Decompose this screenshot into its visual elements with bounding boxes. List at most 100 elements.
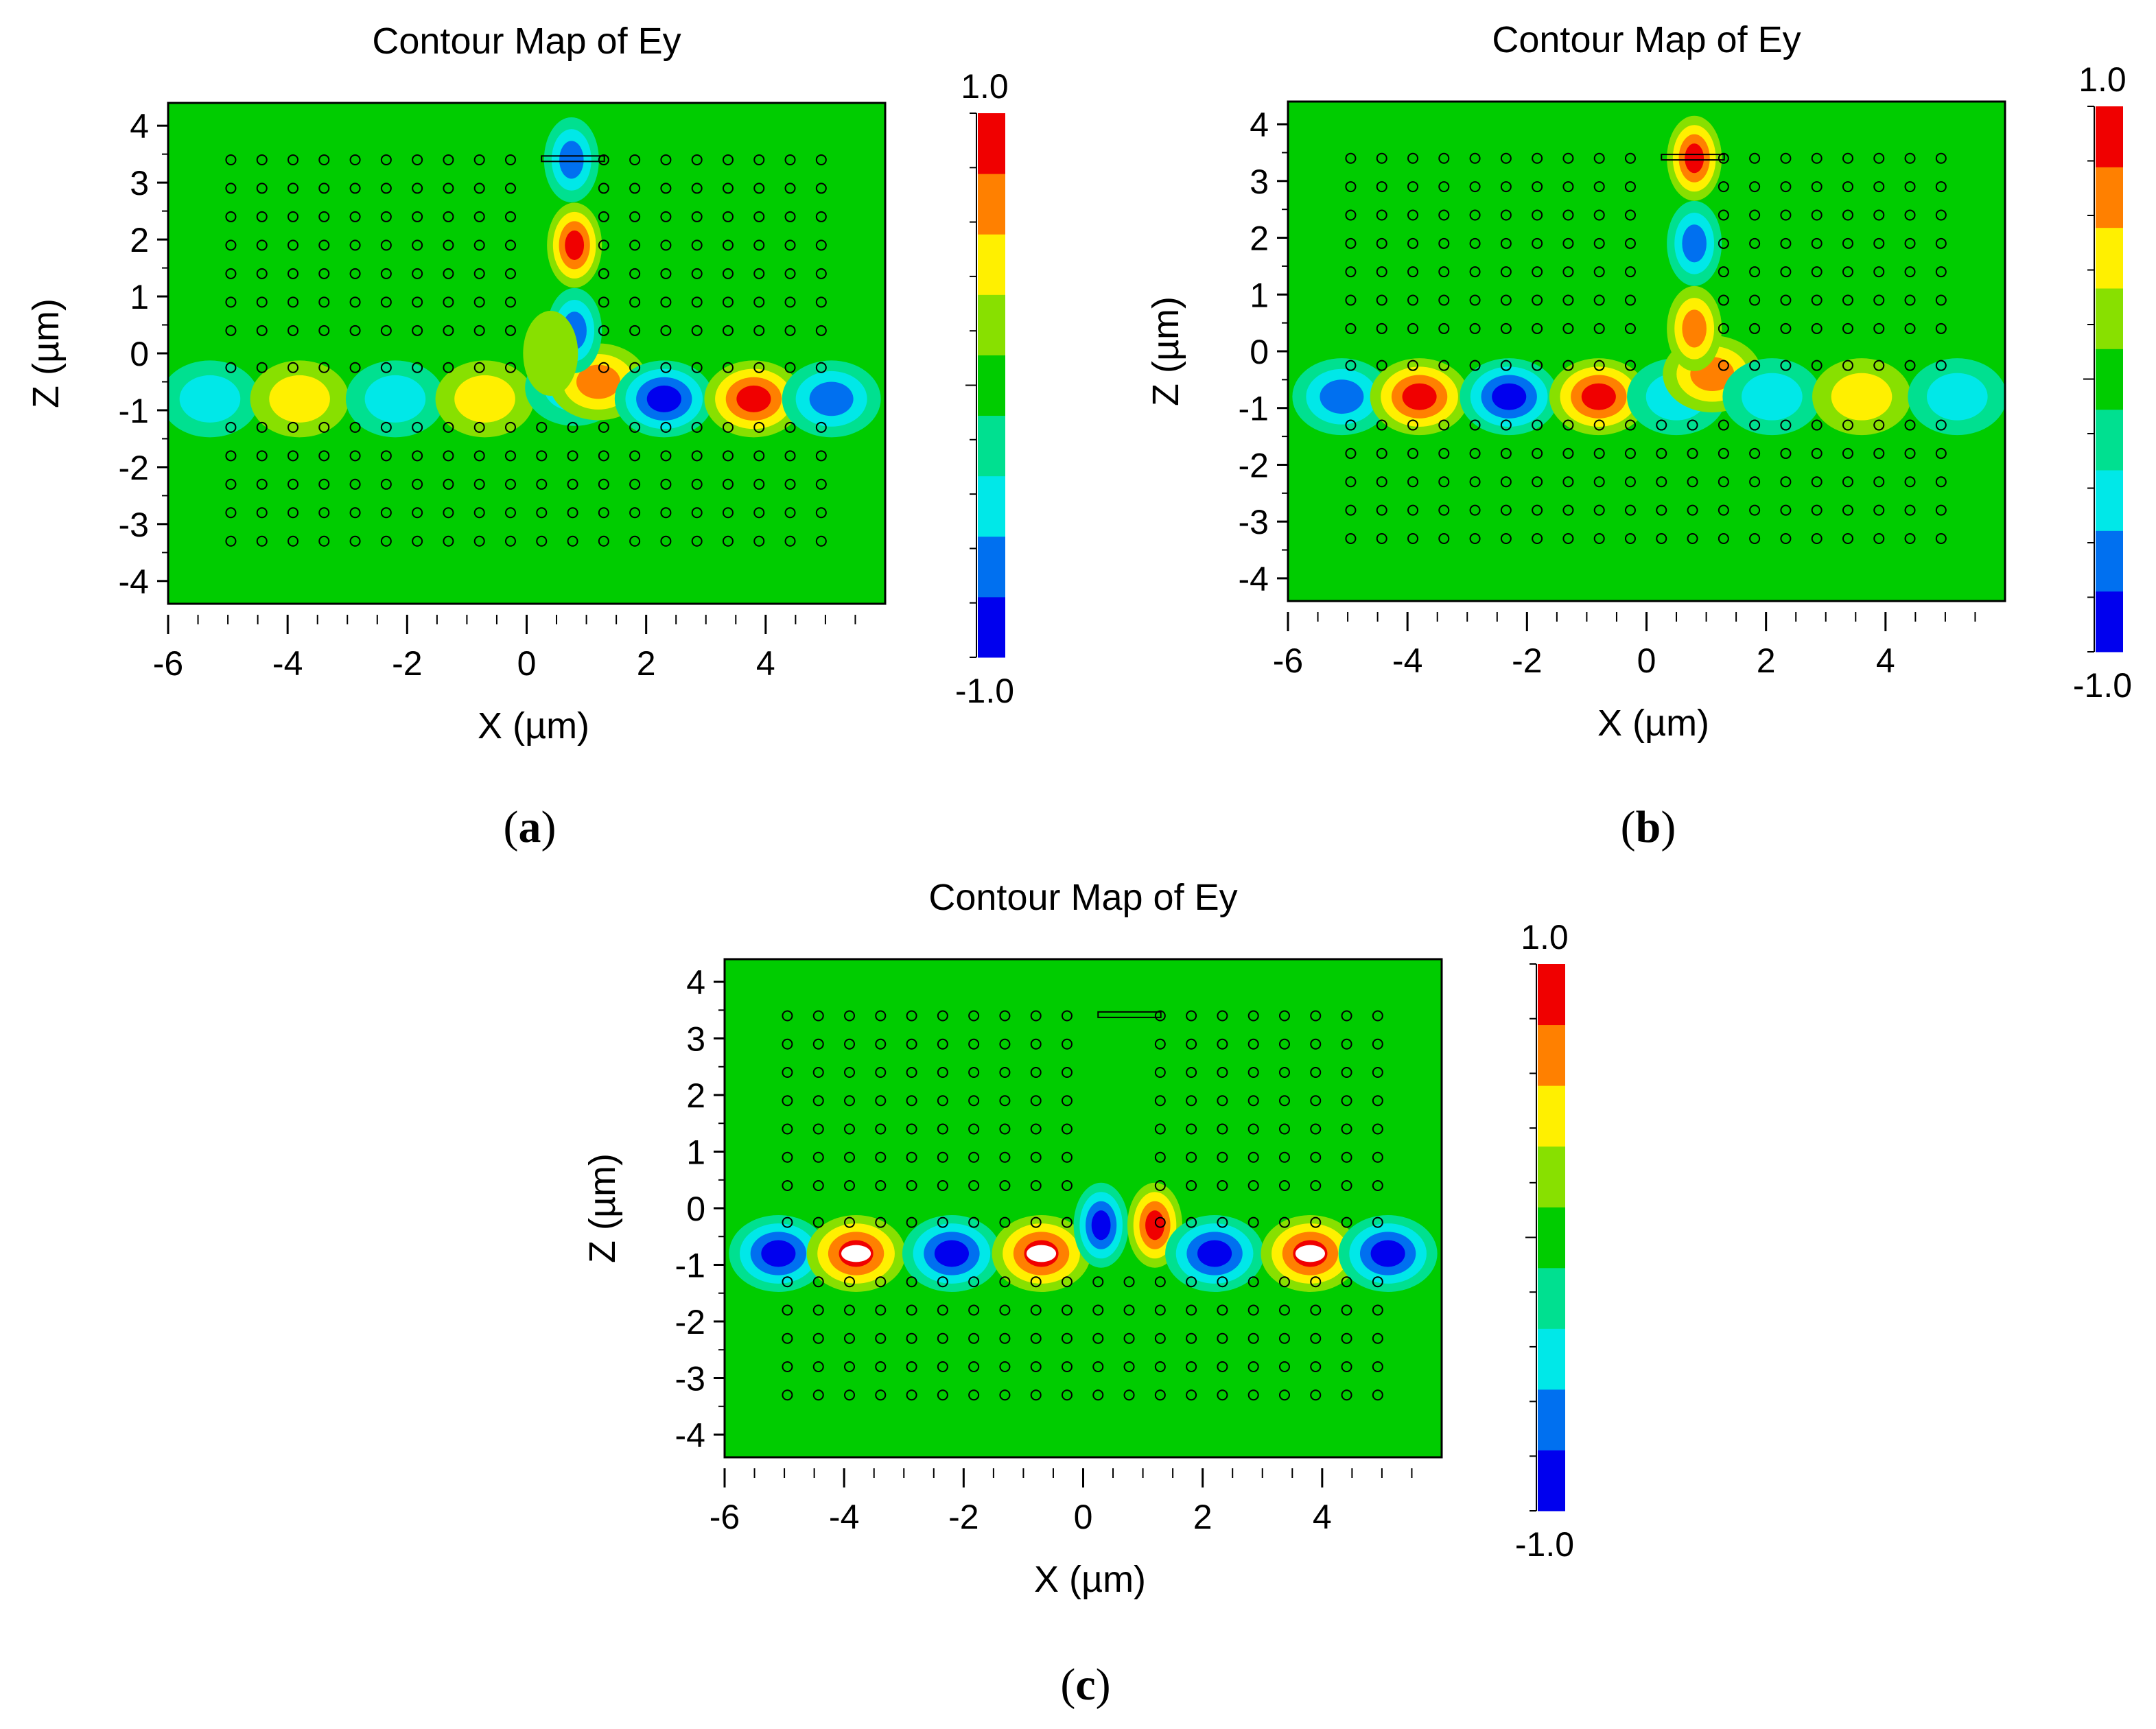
lattice-rod xyxy=(1469,504,1481,516)
lattice-rod xyxy=(473,507,485,519)
lattice-rod xyxy=(722,211,734,222)
colorbar-min-label: -1.0 xyxy=(1515,1525,1574,1564)
lattice-rod xyxy=(815,239,827,251)
lattice-rod xyxy=(1935,533,1947,544)
lattice-rod xyxy=(1469,533,1481,544)
lattice-rod xyxy=(1123,1276,1135,1288)
field-spot xyxy=(179,375,241,423)
lattice-rod xyxy=(1842,504,1853,516)
lattice-rod xyxy=(349,325,361,336)
lattice-rod xyxy=(1873,322,1885,334)
lattice-rod xyxy=(753,296,765,308)
lattice-rod xyxy=(1372,1095,1383,1107)
lattice-rod xyxy=(1811,476,1823,488)
lattice-rod xyxy=(1780,476,1792,488)
lattice-rod xyxy=(875,1067,887,1078)
lattice-rod xyxy=(968,1361,980,1372)
lattice-rod xyxy=(1438,360,1450,371)
lattice-rod xyxy=(1278,1276,1290,1288)
lattice-rod xyxy=(1030,1216,1042,1228)
lattice-rod xyxy=(999,1010,1011,1022)
coupler-bar xyxy=(1097,1011,1162,1018)
lattice-rod xyxy=(1780,533,1792,544)
lattice-rod xyxy=(1310,1038,1322,1050)
lattice-rod xyxy=(1438,447,1450,459)
lattice-rod xyxy=(1061,1095,1073,1107)
lattice-rod xyxy=(629,325,641,336)
y-tick-label: -1 xyxy=(675,1247,705,1285)
colorbar-level xyxy=(2096,349,2123,410)
lattice-rod xyxy=(1904,294,1916,306)
field-spot xyxy=(454,375,515,423)
lattice-rod xyxy=(1500,504,1512,516)
lattice-rod xyxy=(504,535,516,547)
lattice-rod xyxy=(1217,1389,1228,1401)
x-tick-label: -2 xyxy=(1512,642,1542,680)
lattice-rod xyxy=(1278,1216,1290,1228)
lattice-rod xyxy=(782,1123,793,1135)
coupler-bar xyxy=(1661,154,1725,161)
y-tick-label: -1 xyxy=(119,392,149,430)
lattice-rod xyxy=(1376,237,1387,249)
x-tick-label: -6 xyxy=(710,1498,740,1536)
lattice-rod xyxy=(1154,1095,1166,1107)
lattice-rod xyxy=(784,478,796,490)
y-axis-label: Z (µm) xyxy=(582,1153,623,1263)
lattice-rod xyxy=(629,296,641,308)
colorbar-max-label: 1.0 xyxy=(2078,60,2126,99)
lattice-rod xyxy=(968,1123,980,1135)
lattice-rod xyxy=(1186,1332,1197,1344)
lattice-rod xyxy=(906,1389,917,1401)
y-tick-label: 1 xyxy=(1250,276,1269,314)
lattice-rod xyxy=(256,239,268,251)
lattice-rod xyxy=(1562,533,1574,544)
lattice-rod xyxy=(1593,152,1605,164)
lattice-rod xyxy=(1842,360,1853,371)
y-tick-label: 3 xyxy=(686,1020,705,1059)
lattice-rod xyxy=(812,1095,824,1107)
lattice-rod xyxy=(1500,322,1512,334)
lattice-rod xyxy=(1718,266,1729,278)
lattice-rod xyxy=(812,1151,824,1163)
lattice-rod xyxy=(1341,1332,1352,1344)
lattice-rod xyxy=(225,362,237,373)
lattice-rod xyxy=(815,478,827,490)
lattice-rod xyxy=(753,239,765,251)
lattice-rod xyxy=(1935,447,1947,459)
lattice-rod xyxy=(753,535,765,547)
lattice-rod xyxy=(1780,266,1792,278)
lattice-rod xyxy=(1061,1332,1073,1344)
lattice-rod xyxy=(1345,209,1357,221)
lattice-rod xyxy=(1247,1304,1259,1316)
lattice-rod xyxy=(1407,294,1419,306)
lattice-rod xyxy=(1656,476,1667,488)
lattice-rod xyxy=(968,1389,980,1401)
lattice-rod xyxy=(875,1216,887,1228)
lattice-rod xyxy=(1372,1276,1383,1288)
lattice-rod xyxy=(629,362,641,373)
lattice-rod xyxy=(1935,360,1947,371)
lattice-rod xyxy=(1341,1010,1352,1022)
lattice-rod xyxy=(1842,209,1853,221)
lattice-rod xyxy=(1624,533,1636,544)
y-tick-label: 4 xyxy=(686,963,705,1002)
lattice-rod xyxy=(1372,1304,1383,1316)
lattice-rod xyxy=(288,211,299,222)
lattice-rod xyxy=(691,154,703,165)
y-tick-label: 3 xyxy=(130,164,149,202)
lattice-rod xyxy=(1030,1276,1042,1288)
y-tick-label: -3 xyxy=(119,506,149,544)
colorbar-min-label: -1.0 xyxy=(2073,666,2132,705)
lattice-rod xyxy=(256,507,268,519)
lattice-rod xyxy=(784,211,796,222)
lattice-rod xyxy=(815,535,827,547)
lattice-rod xyxy=(412,325,423,336)
lattice-rod xyxy=(443,450,454,462)
lattice-rod xyxy=(1904,152,1916,164)
lattice-rod xyxy=(1593,266,1605,278)
lattice-rod xyxy=(256,183,268,194)
lattice-rod xyxy=(1780,447,1792,459)
x-tick-label: -6 xyxy=(153,644,183,683)
lattice-rod xyxy=(1123,1361,1135,1372)
